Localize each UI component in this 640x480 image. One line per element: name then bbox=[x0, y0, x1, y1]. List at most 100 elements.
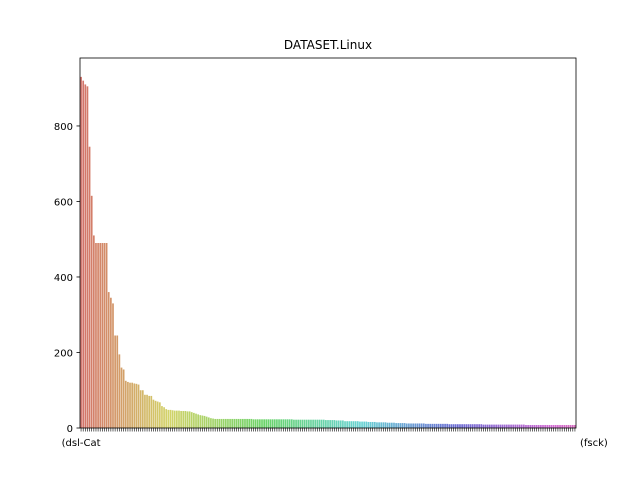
bar bbox=[397, 423, 400, 428]
bar bbox=[222, 418, 225, 428]
bar bbox=[508, 424, 510, 428]
bar bbox=[503, 424, 506, 428]
bar bbox=[395, 423, 397, 428]
bar bbox=[135, 383, 138, 428]
bar bbox=[110, 297, 112, 428]
bar bbox=[493, 424, 495, 428]
bar bbox=[450, 424, 453, 428]
bar bbox=[327, 420, 329, 428]
bar bbox=[99, 243, 102, 428]
bar bbox=[542, 424, 544, 428]
bar bbox=[201, 415, 204, 428]
bar bbox=[84, 84, 87, 429]
bar bbox=[533, 424, 536, 428]
bar bbox=[203, 415, 206, 428]
chart-title: DATASET.Linux bbox=[284, 38, 372, 52]
bar bbox=[224, 418, 227, 428]
bar bbox=[461, 424, 463, 428]
bar bbox=[86, 86, 89, 428]
bar bbox=[137, 384, 140, 428]
bar bbox=[248, 418, 251, 428]
bar bbox=[393, 422, 395, 428]
bar bbox=[414, 423, 417, 428]
bar bbox=[220, 418, 223, 428]
bars-group bbox=[80, 76, 576, 429]
bar bbox=[193, 412, 195, 428]
bar bbox=[401, 423, 404, 428]
bar bbox=[171, 410, 174, 428]
bar bbox=[227, 418, 229, 428]
bar bbox=[295, 419, 297, 428]
bar bbox=[158, 402, 161, 428]
bar bbox=[522, 424, 525, 428]
bar bbox=[563, 424, 566, 428]
bar bbox=[333, 420, 336, 428]
bar bbox=[163, 407, 165, 428]
y-axis: 0 200 400 600 800 bbox=[54, 122, 80, 435]
bar bbox=[156, 401, 159, 428]
bar bbox=[350, 421, 353, 428]
bar bbox=[92, 235, 95, 428]
bar bbox=[510, 424, 512, 428]
bar bbox=[439, 423, 442, 428]
bar bbox=[271, 419, 274, 428]
bar bbox=[256, 419, 259, 428]
bar bbox=[505, 424, 508, 428]
y-tick-label: 800 bbox=[54, 122, 73, 133]
bar bbox=[231, 418, 234, 428]
bar bbox=[384, 422, 387, 428]
y-tick-label: 200 bbox=[54, 348, 73, 359]
bar bbox=[286, 419, 289, 428]
bar bbox=[488, 424, 491, 428]
bar bbox=[405, 423, 408, 428]
bar bbox=[467, 424, 470, 428]
bar bbox=[527, 424, 529, 428]
bar bbox=[250, 418, 253, 428]
bar bbox=[212, 418, 214, 428]
bar bbox=[305, 419, 308, 428]
bar bbox=[293, 419, 295, 428]
bar bbox=[412, 423, 414, 428]
bar bbox=[118, 354, 121, 428]
bar bbox=[512, 424, 515, 428]
bar bbox=[80, 76, 82, 428]
bar bbox=[233, 418, 236, 428]
bar bbox=[259, 419, 261, 428]
bar bbox=[344, 421, 346, 428]
bar bbox=[382, 422, 385, 428]
bar bbox=[90, 195, 93, 428]
bar bbox=[122, 369, 125, 428]
bar bbox=[427, 423, 429, 428]
bar bbox=[105, 243, 108, 428]
bar bbox=[442, 423, 444, 428]
bar bbox=[242, 418, 244, 428]
bar bbox=[290, 419, 293, 428]
bar bbox=[454, 424, 457, 428]
bar bbox=[314, 419, 317, 428]
bar bbox=[280, 419, 283, 428]
bar bbox=[425, 423, 427, 428]
bar bbox=[186, 411, 189, 428]
bar bbox=[273, 419, 276, 428]
bar bbox=[422, 423, 425, 428]
bar bbox=[497, 424, 500, 428]
bar bbox=[146, 394, 148, 428]
bar bbox=[446, 423, 449, 428]
bar bbox=[218, 418, 221, 428]
y-tick-label: 600 bbox=[54, 197, 73, 208]
bar bbox=[574, 424, 576, 428]
bar bbox=[161, 406, 163, 428]
bar bbox=[495, 424, 498, 428]
bar bbox=[571, 424, 574, 428]
bar bbox=[195, 413, 197, 428]
bar bbox=[388, 422, 391, 428]
bar bbox=[478, 424, 480, 428]
bar bbox=[352, 421, 355, 428]
bar bbox=[214, 418, 217, 428]
bar bbox=[418, 423, 421, 428]
bar bbox=[88, 146, 91, 428]
bar bbox=[114, 335, 116, 428]
bar bbox=[463, 424, 466, 428]
bar bbox=[101, 243, 104, 428]
bar bbox=[408, 423, 410, 428]
